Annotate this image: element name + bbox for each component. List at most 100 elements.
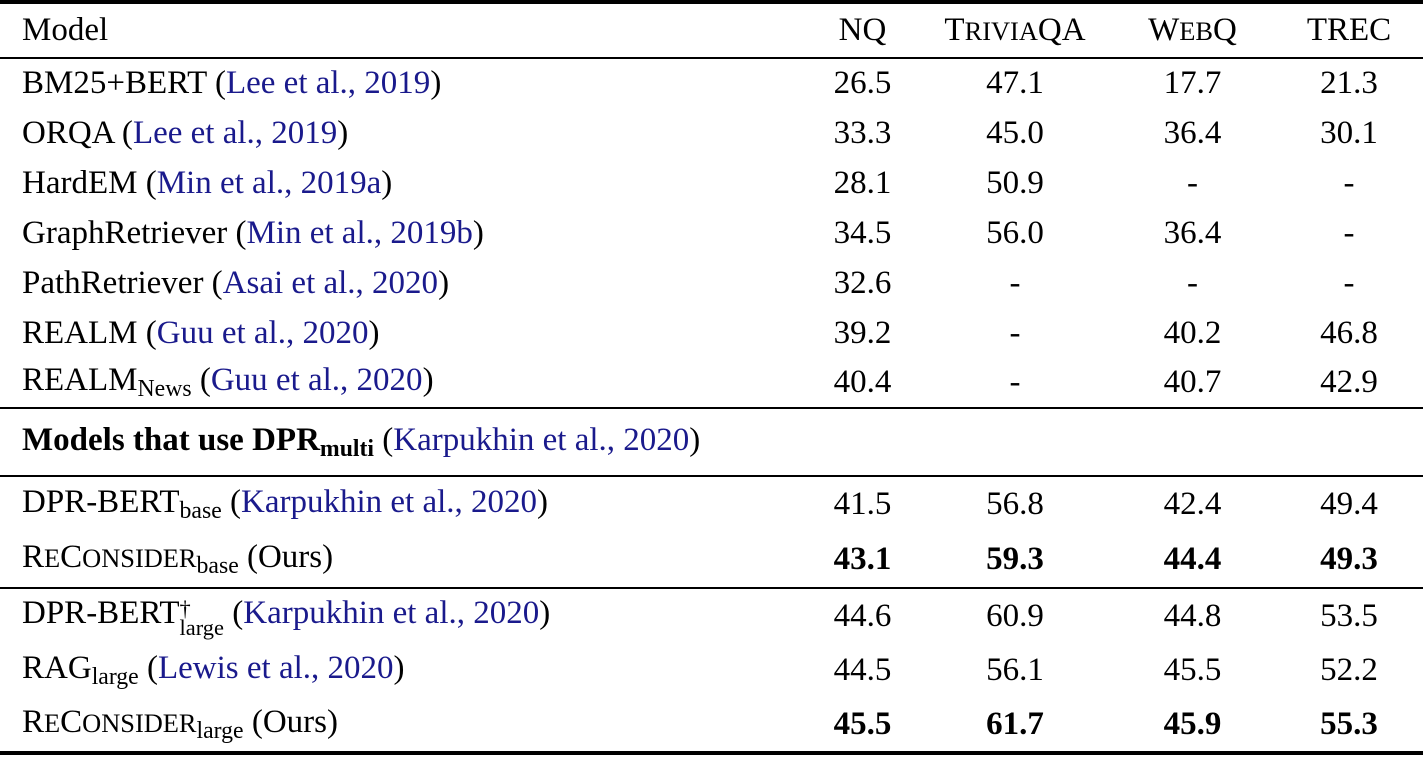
metric-value-cell: 28.1 xyxy=(833,164,892,201)
metric-value-cell: 55.3 xyxy=(1320,706,1378,742)
metric-value-cell: - xyxy=(1187,264,1198,301)
citation-link[interactable]: Lee et al., 2019 xyxy=(225,65,431,101)
text-segment: QA xyxy=(1037,12,1086,48)
table-row: RAGlarge (Lewis et al., 2020) 44.5 56.1 45.… xyxy=(0,643,1423,698)
text-segment: ONSIDER xyxy=(82,708,197,739)
text-segment: ) xyxy=(337,114,349,151)
text-segment: PathRetriever ( xyxy=(22,264,223,301)
text-segment: ONSIDER xyxy=(82,543,197,574)
dagger-sup-sub-stack: † large xyxy=(179,595,224,640)
table-row: RECONSIDERlarge (Ours) 45.5 61.7 45.9 55.3 xyxy=(0,698,1423,753)
citation-link[interactable]: Lee et al., 2019 xyxy=(132,114,338,151)
metric-value-cell: 52.2 xyxy=(1320,652,1378,688)
citation-link[interactable]: Lewis et al., 2020 xyxy=(157,650,394,687)
text-segment: (Ours) xyxy=(243,704,338,741)
metric-value-cell: 45.5 xyxy=(1163,652,1222,688)
size-subscript: large xyxy=(179,614,224,640)
citation-link[interactable]: Karpukhin et al., 2020 xyxy=(243,595,540,632)
metric-value-cell: 41.5 xyxy=(833,486,892,522)
section-divider: Models that use DPRmulti (Karpukhin et a… xyxy=(0,408,1423,476)
table-row: DPR-BERT † large (Karpukhin et al., 2020) 4… xyxy=(0,588,1423,643)
section-base-models: DPR-BERTbase (Karpukhin et al., 2020) 41.… xyxy=(0,476,1423,588)
metric-value-cell: 21.3 xyxy=(1320,65,1378,101)
text-segment: W xyxy=(1148,12,1180,48)
text-segment: BM25+BERT ( xyxy=(22,65,226,101)
text-segment: ) xyxy=(381,164,393,201)
metric-value-cell: 45.5 xyxy=(833,706,892,742)
column-header-metric: NQ xyxy=(805,2,920,58)
metric-value-cell: 49.3 xyxy=(1320,541,1378,577)
citation-link[interactable]: Min et al., 2019a xyxy=(156,164,382,201)
text-segment: TREC xyxy=(1306,12,1392,48)
citation-link[interactable]: Karpukhin et al., 2020 xyxy=(241,484,538,521)
text-segment: ) xyxy=(539,595,551,632)
text-segment: HardEM ( xyxy=(22,164,157,201)
table-row: GraphRetriever (Min et al., 2019b) 34.5 56… xyxy=(0,208,1423,258)
metric-value-cell: - xyxy=(1343,264,1355,301)
table-header: Model NQ TRIVIAQA WEBQ TREC xyxy=(0,2,1423,58)
text-segment: T xyxy=(944,12,965,48)
model-name-cell: REALM (Guu et al., 2020) xyxy=(0,308,805,358)
text-segment: ( xyxy=(223,595,244,632)
metric-value-cell: 30.1 xyxy=(1320,114,1378,151)
text-segment: large xyxy=(91,663,139,690)
metric-value-cell: 40.7 xyxy=(1163,364,1222,400)
text-segment: ) xyxy=(472,214,484,251)
metric-value-cell: - xyxy=(1343,164,1355,201)
metric-value-cell: 44.8 xyxy=(1163,597,1222,634)
column-header-metric: TRIVIAQA xyxy=(920,2,1110,58)
metric-value-cell: 34.5 xyxy=(833,214,892,251)
text-segment: C xyxy=(60,539,83,576)
text-segment: NQ xyxy=(838,12,887,48)
metric-value-cell: 36.4 xyxy=(1163,214,1222,251)
model-name-cell: PathRetriever (Asai et al., 2020) xyxy=(0,258,805,308)
metric-value-cell: 44.4 xyxy=(1163,541,1222,577)
text-segment: ) xyxy=(689,421,701,458)
text-segment: DPR-BERT xyxy=(22,595,180,632)
model-name-cell: RAGlarge (Lewis et al., 2020) xyxy=(0,643,805,698)
text-segment: REALM xyxy=(22,362,138,399)
text-segment: E xyxy=(44,543,61,574)
metric-value-cell: 49.4 xyxy=(1320,486,1378,522)
text-segment: R xyxy=(22,704,45,741)
text-segment: ) xyxy=(537,484,549,521)
column-header-metric: TREC xyxy=(1275,2,1423,58)
citation-link[interactable]: Guu et al., 2020 xyxy=(156,314,369,351)
citation-link[interactable]: Asai et al., 2020 xyxy=(222,264,439,301)
metric-value-cell: 40.2 xyxy=(1163,314,1222,351)
dagger-superscript: † xyxy=(179,595,191,621)
metric-value-cell: - xyxy=(1343,214,1355,251)
metric-value-cell: 44.6 xyxy=(833,597,892,634)
metric-value-cell: 59.3 xyxy=(986,541,1044,577)
text-segment: (Ours) xyxy=(238,539,334,576)
text-segment: ( xyxy=(374,421,394,458)
header-row: Model NQ TRIVIAQA WEBQ TREC xyxy=(0,2,1423,58)
text-segment: ( xyxy=(191,362,211,399)
metric-value-cell: 56.1 xyxy=(986,652,1044,688)
text-segment: REALM ( xyxy=(22,314,157,351)
metric-value-cell: 60.9 xyxy=(986,597,1044,634)
model-name-cell: RECONSIDERlarge (Ours) xyxy=(0,698,805,753)
metric-value-cell: 39.2 xyxy=(833,314,892,351)
citation-link[interactable]: Karpukhin et al., 2020 xyxy=(393,421,690,458)
table-row: REALM (Guu et al., 2020) 39.2 - 40.2 46.8 xyxy=(0,308,1423,358)
text-segment: EB xyxy=(1179,16,1214,46)
citation-link[interactable]: Guu et al., 2020 xyxy=(210,362,423,399)
metric-value-cell: 44.5 xyxy=(833,652,892,688)
text-segment: ) xyxy=(422,362,434,399)
text-segment: ) xyxy=(430,65,442,101)
metric-value-cell: 43.1 xyxy=(833,541,892,577)
text-segment: multi xyxy=(319,435,375,462)
metric-value-cell: 32.6 xyxy=(833,264,892,301)
metric-value-cell: - xyxy=(1009,364,1021,400)
text-segment: ( xyxy=(221,484,241,521)
model-name-cell: BM25+BERT (Lee et al., 2019) xyxy=(0,58,805,108)
metric-value-cell: 56.8 xyxy=(986,486,1044,522)
table-row: BM25+BERT (Lee et al., 2019) 26.5 47.1 17.7… xyxy=(0,58,1423,108)
text-segment: GraphRetriever ( xyxy=(22,214,247,251)
metric-value-cell: 26.5 xyxy=(833,65,892,101)
text-segment: ) xyxy=(438,264,450,301)
model-name-cell: RECONSIDERbase (Ours) xyxy=(0,532,805,588)
citation-link[interactable]: Min et al., 2019b xyxy=(246,214,473,251)
